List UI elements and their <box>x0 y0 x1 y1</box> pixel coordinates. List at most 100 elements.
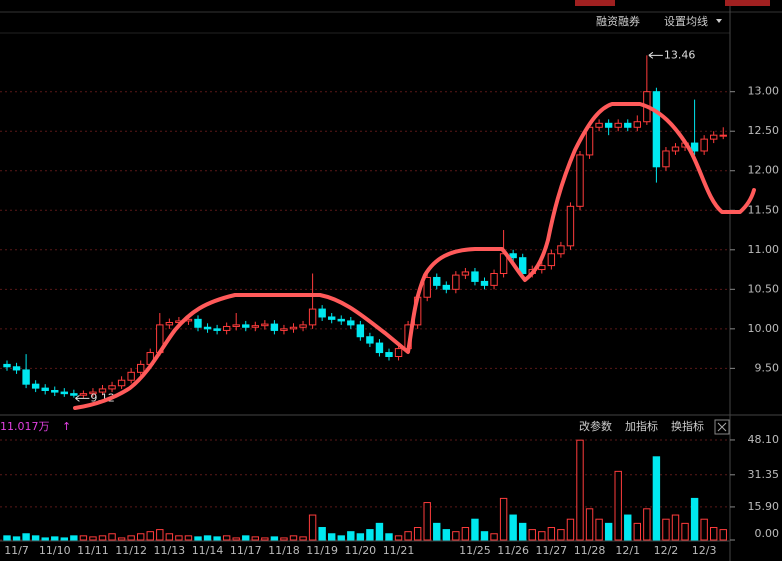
candle-body <box>662 150 670 168</box>
volume-bar <box>366 529 374 541</box>
candle-body <box>624 122 632 128</box>
ma-setting-button[interactable]: 设置均线 <box>664 14 708 28</box>
candle-body <box>509 253 517 259</box>
volume-bar <box>538 531 546 541</box>
candle-body <box>690 142 699 152</box>
candle-body <box>671 146 680 152</box>
x-tick-label: 11/20 <box>344 544 376 557</box>
volume-bar <box>394 535 403 541</box>
y-tick-label: 13.00 <box>748 85 780 98</box>
volume-bar <box>662 518 670 541</box>
candle-body <box>461 271 470 276</box>
hand-drawn-curve <box>73 102 756 410</box>
candle-body <box>89 391 97 395</box>
indicator-button[interactable]: 加指标 <box>625 419 658 433</box>
candle-body <box>356 324 365 338</box>
volume-bar <box>710 527 718 541</box>
dropdown-arrow <box>716 19 722 23</box>
candle-body <box>51 389 59 393</box>
candle-body <box>12 366 21 371</box>
y-tick-label: 48.10 <box>748 433 780 446</box>
volume-bar <box>557 529 565 541</box>
volume-bar <box>423 502 431 541</box>
volume-bar <box>299 536 307 541</box>
x-tick-label: 11/25 <box>459 544 491 557</box>
candle-body <box>719 134 727 137</box>
volume-bar <box>595 518 603 541</box>
volume-bar <box>576 439 584 541</box>
candle-body <box>328 316 336 320</box>
candle-body <box>375 342 384 354</box>
y-tick-label: 31.35 <box>748 468 780 481</box>
margin-button[interactable]: 融资融券 <box>596 14 640 28</box>
candle-body <box>117 379 126 387</box>
annotation-arrow <box>75 395 90 402</box>
volume-bar <box>624 514 632 541</box>
volume-bar <box>480 531 489 541</box>
volume-bar <box>251 536 260 541</box>
y-tick-label: 12.00 <box>748 164 780 177</box>
volume-bar <box>242 535 250 541</box>
tab[interactable] <box>725 0 770 6</box>
volume-bar <box>509 514 517 541</box>
volume-bar <box>318 527 326 541</box>
candle-body <box>79 393 88 396</box>
volume-bar <box>222 535 231 541</box>
volume-bar <box>232 537 240 541</box>
x-tick-label: 11/19 <box>306 544 338 557</box>
volume-bar <box>289 535 298 541</box>
volume-bar <box>566 518 575 541</box>
x-tick-label: 11/27 <box>535 544 567 557</box>
volume-bar <box>404 531 412 541</box>
y-tick-label: 15.90 <box>748 500 780 513</box>
indicator-button[interactable]: 换指标 <box>671 419 704 433</box>
x-tick-label: 11/26 <box>497 544 529 557</box>
candle-body <box>251 325 260 328</box>
volume-bar <box>519 522 527 541</box>
volume-bar <box>270 536 279 541</box>
tab[interactable] <box>575 0 615 6</box>
indicator-button[interactable]: 改参数 <box>579 419 612 433</box>
candle-body <box>480 280 489 286</box>
x-tick-label: 12/3 <box>692 544 717 557</box>
volume-bar <box>490 533 498 541</box>
volume-bar <box>213 536 221 541</box>
volume-bar <box>585 508 594 541</box>
volume-bar <box>146 531 154 541</box>
candle-body <box>547 253 556 267</box>
y-tick-label: 10.00 <box>748 322 780 335</box>
candle-body <box>557 245 565 255</box>
volume-bar <box>347 531 355 541</box>
candle-body <box>270 323 279 331</box>
y-tick-label: 11.00 <box>748 243 780 256</box>
volume-bar <box>671 514 680 541</box>
volume-bar <box>51 536 59 541</box>
candle-body <box>203 326 212 330</box>
volume-bar <box>137 533 145 541</box>
volume-bar <box>184 535 193 541</box>
x-tick-label: 12/1 <box>615 544 640 557</box>
x-tick-label: 11/28 <box>574 544 606 557</box>
candle-body <box>261 323 269 327</box>
volume-bar <box>433 522 441 541</box>
candle-body <box>576 154 584 207</box>
volume-bar <box>604 522 613 541</box>
candle-body <box>710 134 718 140</box>
close-button[interactable] <box>714 419 730 435</box>
volume-bar <box>22 533 30 541</box>
candle-body <box>633 121 641 128</box>
candle-body <box>108 385 116 390</box>
volume-bar <box>31 535 40 541</box>
volume-bar <box>690 497 699 541</box>
candle-body <box>452 274 460 290</box>
candle-body <box>385 352 393 358</box>
candle-body <box>31 383 40 389</box>
volume-bar <box>308 514 317 541</box>
volume-bar <box>442 529 451 541</box>
volume-bar <box>328 533 336 541</box>
candle-body <box>299 324 307 328</box>
volume-bar <box>356 533 365 541</box>
candle-body <box>347 320 355 326</box>
